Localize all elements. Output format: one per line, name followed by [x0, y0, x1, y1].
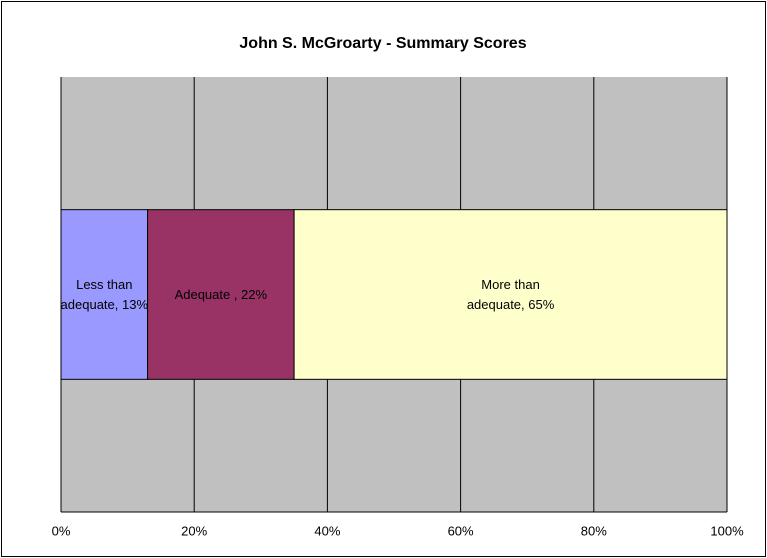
x-tick-label: 80% [581, 523, 607, 538]
data-label: Adequate , 22% [174, 286, 268, 302]
bar-segment [147, 209, 295, 380]
x-tick-label: 100% [710, 523, 744, 538]
x-tick-label: 0% [52, 523, 71, 538]
data-label: More than adequate, 65% [466, 276, 555, 312]
x-tick-label: 20% [181, 523, 207, 538]
data-label: Less than adequate, 13% [60, 276, 149, 312]
chart-title: John S. McGroarty - Summary Scores [239, 35, 526, 52]
x-tick-label: 60% [448, 523, 474, 538]
bar-segment [293, 209, 728, 380]
bar-segment [60, 209, 149, 380]
x-tick-label: 40% [314, 523, 340, 538]
